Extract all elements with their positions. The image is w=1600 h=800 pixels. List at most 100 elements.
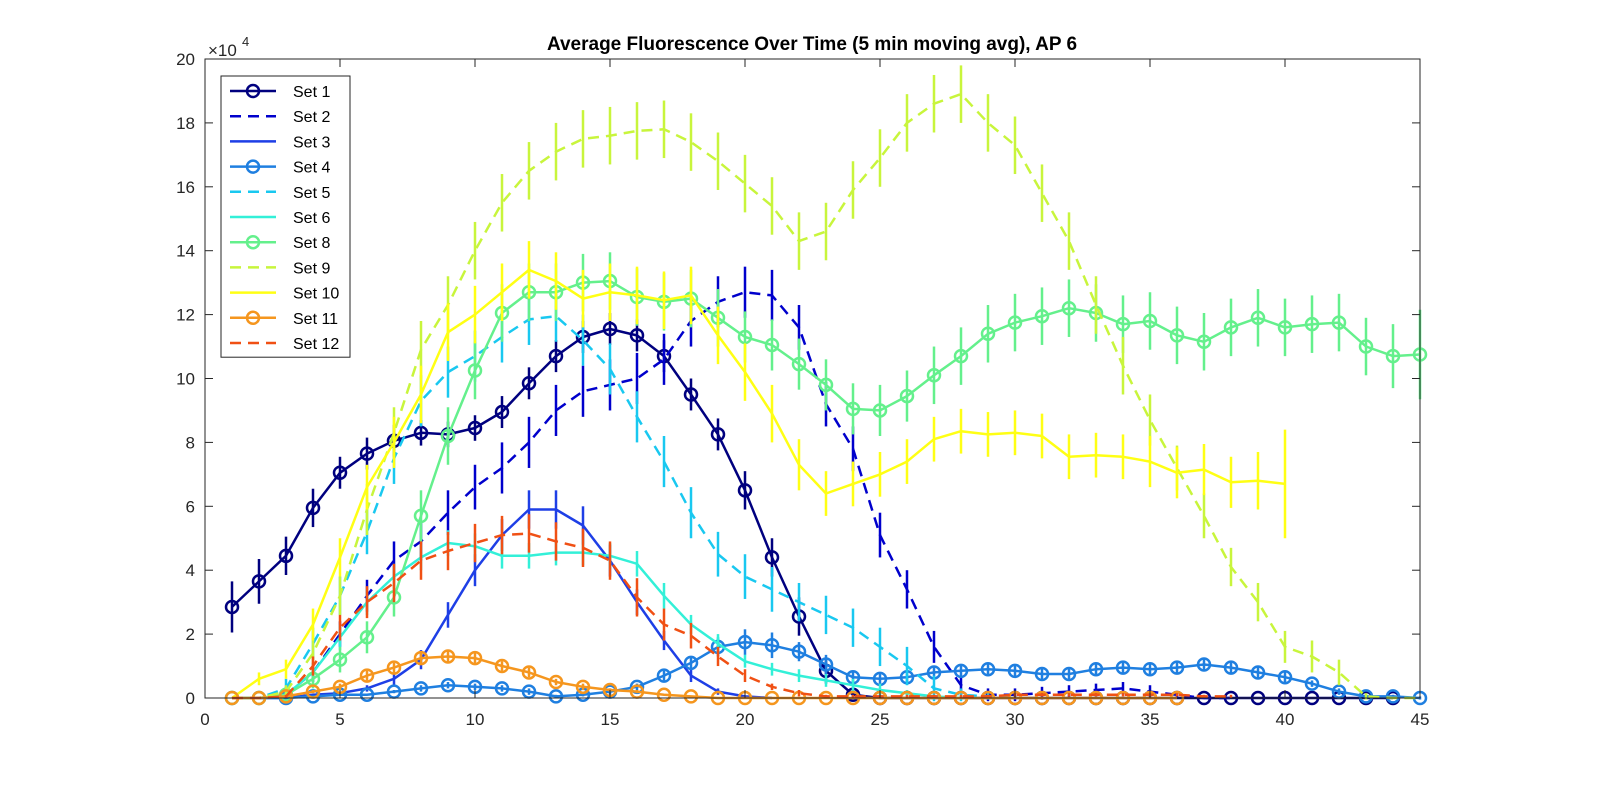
y-tick-label: 2 <box>186 625 195 644</box>
legend-marker <box>245 234 261 250</box>
data-point <box>818 657 834 672</box>
legend-label: Set 1 <box>293 84 330 101</box>
data-point <box>413 681 429 696</box>
data-point <box>656 668 672 683</box>
data-point <box>548 674 564 690</box>
data-point <box>980 661 996 677</box>
y-axis-multiplier: ×10 4 <box>208 34 249 60</box>
data-point <box>548 348 564 364</box>
data-point <box>1277 669 1293 685</box>
data-point <box>1115 660 1131 675</box>
x-tick-label: 40 <box>1276 710 1295 729</box>
series-line-set-2 <box>232 290 1231 700</box>
x-tick-label: 10 <box>466 710 485 729</box>
data-point <box>413 425 429 441</box>
data-point <box>1196 657 1212 672</box>
series-line-set-10 <box>231 268 1286 700</box>
data-point <box>1385 348 1401 364</box>
data-point <box>548 689 564 704</box>
data-point <box>1250 310 1266 326</box>
data-point <box>494 658 510 674</box>
data-point <box>467 650 483 666</box>
x-tick-label: 15 <box>601 710 620 729</box>
series-set-12 <box>232 514 1233 700</box>
data-point <box>305 500 321 516</box>
y-tick-label: 8 <box>186 433 195 452</box>
data-point <box>818 377 834 393</box>
data-point <box>1358 339 1374 354</box>
data-point <box>872 403 888 418</box>
data-point <box>683 655 699 671</box>
legend-marker <box>245 83 261 99</box>
data-point <box>224 599 240 615</box>
legend-label: Set 3 <box>293 134 330 151</box>
data-point <box>764 550 780 565</box>
data-point <box>359 446 375 461</box>
legend-label: Set 4 <box>293 160 330 177</box>
data-point <box>1250 665 1266 680</box>
legend-entry-set-1: Set 1 <box>230 83 330 101</box>
legend-entry-set-11: Set 11 <box>230 310 338 328</box>
data-point <box>737 483 753 498</box>
data-point <box>1115 316 1131 332</box>
y-tick-label: 10 <box>176 370 195 389</box>
data-point <box>521 665 537 680</box>
y-tick-label: 4 <box>186 561 195 580</box>
axes: 0 5 10 15 20 25 30 35 40 45 0 2 4 6 8 10 12 14 16 18 20 <box>176 50 1429 729</box>
data-point <box>683 387 699 402</box>
data-point <box>683 689 699 704</box>
data-point <box>845 401 861 417</box>
data-point <box>1169 660 1185 675</box>
data-point <box>764 337 780 353</box>
data-point <box>332 465 348 481</box>
data-point <box>1169 328 1185 343</box>
data-point <box>791 356 807 372</box>
y-tick-label: 14 <box>176 242 195 261</box>
y-tick-label: 18 <box>176 114 195 133</box>
data-point <box>467 420 483 436</box>
legend-entry-set-10: Set 10 <box>230 286 339 303</box>
legend-marker <box>245 310 261 326</box>
data-point <box>386 660 402 675</box>
data-point <box>602 321 618 337</box>
data-point <box>737 634 753 650</box>
x-tick-label: 30 <box>1006 710 1025 729</box>
data-point <box>1061 300 1077 316</box>
data-point <box>899 388 915 404</box>
legend-label: Set 12 <box>293 336 339 353</box>
data-point <box>440 649 456 664</box>
data-point <box>359 687 375 703</box>
legend-entry-set-2: Set 2 <box>230 109 330 126</box>
legend-label: Set 8 <box>293 235 330 252</box>
data-point <box>413 650 429 666</box>
data-point <box>1277 320 1293 335</box>
data-point <box>926 368 942 383</box>
y-tick-label: 20 <box>176 50 195 69</box>
legend-label: Set 2 <box>293 109 330 126</box>
series-line-set-5 <box>232 314 1016 700</box>
y-tick-label: 6 <box>186 497 195 516</box>
data-point <box>1142 661 1158 677</box>
legend-label: Set 10 <box>293 286 339 303</box>
series-set-10 <box>231 241 1287 700</box>
legend-entry-set-4: Set 4 <box>230 159 330 177</box>
data-point <box>980 326 996 342</box>
data-point <box>467 363 483 378</box>
data-point <box>1142 313 1158 329</box>
data-point <box>1007 315 1023 330</box>
data-point <box>278 689 294 704</box>
series-line-set-12 <box>232 532 1231 700</box>
data-point <box>656 687 672 703</box>
chart-title: Average Fluorescence Over Time (5 min mo… <box>547 34 1077 55</box>
legend-entry-set-3: Set 3 <box>230 134 330 151</box>
x-tick-label: 45 <box>1411 710 1430 729</box>
data-point <box>953 663 969 679</box>
data-point <box>278 548 294 564</box>
legend-label: Set 9 <box>293 260 330 277</box>
data-point <box>1034 308 1050 324</box>
x-tick-label: 35 <box>1141 710 1160 729</box>
data-point <box>1304 316 1320 332</box>
data-point <box>1007 663 1023 679</box>
data-point <box>440 677 456 693</box>
